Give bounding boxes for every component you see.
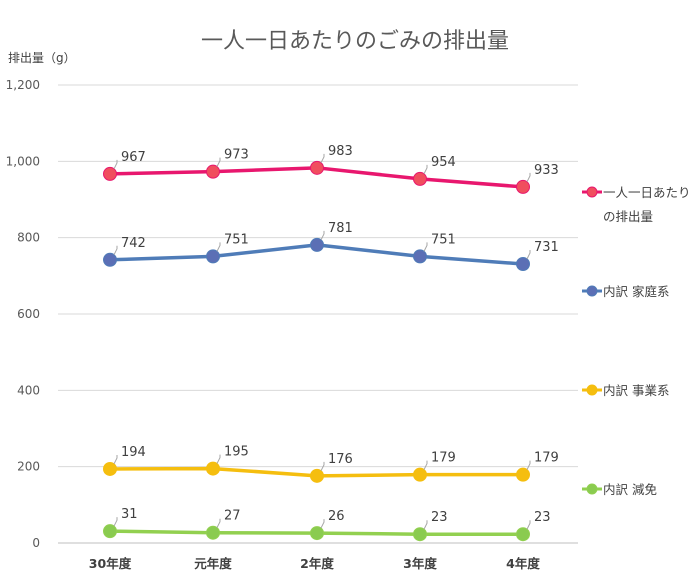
data-point[interactable]: [103, 252, 117, 267]
data-label-leader: [216, 157, 221, 167]
y-tick-label: 400: [17, 383, 40, 397]
legend-item[interactable]: 内訳 家庭系: [582, 284, 669, 299]
data-point[interactable]: [103, 166, 117, 181]
legend-marker: [586, 285, 598, 297]
y-tick-label: 0: [32, 536, 40, 550]
data-label: 973: [224, 148, 249, 163]
legend-item[interactable]: 内訳 事業系: [582, 383, 669, 398]
y-tick-label: 600: [17, 307, 40, 321]
data-label: 26: [328, 509, 345, 524]
data-point[interactable]: [103, 524, 117, 539]
y-axis-ticks: 0 200 400 600 800 1,000 1,200: [6, 78, 40, 550]
data-point[interactable]: [516, 467, 530, 482]
data-label: 954: [431, 155, 456, 170]
y-tick-label: 1,000: [6, 154, 40, 168]
legend-marker: [586, 483, 598, 495]
data-label: 933: [534, 163, 559, 178]
series-4: 31 27 26 23 23: [103, 507, 551, 542]
data-point[interactable]: [103, 461, 117, 476]
y-axis-label: 排出量（g）: [8, 51, 76, 65]
legend-label: 一人一日あたり: [603, 185, 691, 200]
series-3: 194 195 176 179 179: [103, 445, 559, 483]
data-label: 31: [121, 507, 138, 522]
data-label-leader: [320, 230, 325, 241]
x-tick-label: 3年度: [403, 556, 437, 571]
data-label: 742: [121, 236, 146, 251]
data-point[interactable]: [516, 257, 530, 272]
data-label-leader: [113, 159, 118, 170]
data-point[interactable]: [310, 160, 324, 175]
data-label-leader: [216, 242, 221, 252]
data-point[interactable]: [413, 171, 427, 186]
data-point[interactable]: [310, 237, 324, 252]
data-label: 751: [431, 232, 456, 247]
legend-label: 内訳 減免: [603, 482, 657, 497]
y-tick-label: 1,200: [6, 78, 40, 92]
x-tick-label: 30年度: [89, 556, 132, 571]
legend-item[interactable]: 内訳 減免: [582, 482, 657, 497]
chart-title: 一人一日あたりのごみの排出量: [201, 29, 509, 54]
legend-label: の排出量: [603, 209, 653, 224]
data-point[interactable]: [310, 468, 324, 483]
data-label: 23: [431, 510, 448, 525]
data-label: 27: [224, 509, 241, 524]
data-label: 781: [328, 221, 353, 236]
legend-marker: [586, 186, 598, 198]
data-label-leader: [216, 454, 221, 464]
data-label: 967: [121, 150, 146, 165]
data-label-leader: [113, 517, 118, 527]
x-tick-label: 4年度: [506, 556, 540, 571]
data-label-leader: [423, 460, 428, 470]
data-label: 179: [431, 451, 456, 466]
data-label-leader: [320, 461, 325, 472]
data-label: 195: [224, 445, 249, 460]
data-point[interactable]: [413, 527, 427, 542]
data-point[interactable]: [206, 164, 220, 179]
data-label-leader: [216, 518, 221, 528]
legend-label: 内訳 家庭系: [603, 284, 669, 299]
data-label-leader: [526, 460, 531, 470]
data-label-leader: [320, 153, 325, 164]
data-label-leader: [113, 245, 118, 256]
data-label-leader: [526, 250, 531, 260]
data-label-leader: [526, 172, 531, 183]
data-point[interactable]: [413, 249, 427, 264]
data-label-leader: [526, 520, 531, 530]
y-tick-label: 800: [17, 231, 40, 245]
data-label-leader: [320, 519, 325, 529]
data-label: 179: [534, 451, 559, 466]
x-tick-label: 2年度: [300, 556, 334, 571]
data-label: 23: [534, 510, 551, 525]
data-point[interactable]: [516, 179, 530, 194]
data-label-leader: [113, 454, 118, 465]
data-label: 751: [224, 232, 249, 247]
legend-marker: [586, 384, 598, 396]
series-2: 742 751 781 751 731: [103, 221, 559, 272]
data-label-leader: [423, 164, 428, 175]
series-1: 967 973 983 954 933: [103, 144, 559, 194]
data-label: 983: [328, 144, 353, 159]
data-label: 176: [328, 452, 353, 467]
data-point[interactable]: [206, 525, 220, 540]
y-tick-label: 200: [17, 460, 40, 474]
x-axis-ticks: 30年度 元年度 2年度 3年度 4年度: [89, 556, 541, 571]
data-point[interactable]: [310, 526, 324, 541]
data-point[interactable]: [516, 527, 530, 542]
data-point[interactable]: [206, 249, 220, 264]
x-tick-label: 元年度: [194, 556, 232, 571]
data-label-leader: [423, 242, 428, 252]
data-point[interactable]: [413, 467, 427, 482]
data-point[interactable]: [206, 461, 220, 476]
data-label-leader: [423, 520, 428, 530]
data-label: 731: [534, 240, 559, 255]
legend-label: 内訳 事業系: [603, 383, 669, 398]
data-label: 194: [121, 445, 146, 460]
